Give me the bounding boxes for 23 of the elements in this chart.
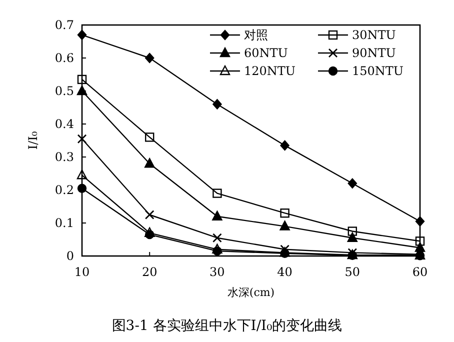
legend-label: 对照 (244, 28, 268, 42)
legend-label: 150NTU (352, 64, 404, 78)
x-tick-label: 10 (74, 265, 90, 279)
x-tick-label: 60 (412, 265, 428, 279)
legend-label: 120NTU (244, 64, 296, 78)
x-tick-label: 50 (344, 265, 360, 279)
text: 图3-1 各实验组中水下I/I₀的变化曲线 (112, 318, 342, 334)
legend-label: 30NTU (352, 28, 396, 42)
y-axis-title: I/I₀ (26, 131, 40, 150)
y-tick-label: 0.5 (54, 84, 74, 98)
y-tick-label: 0.7 (54, 18, 74, 32)
legend-label: 90NTU (352, 46, 396, 60)
y-tick-label: 0.4 (54, 117, 74, 132)
x-tick-label: 20 (142, 265, 158, 279)
x-axis-title: 水深(cm) (227, 286, 275, 299)
y-tick-label: 0 (66, 249, 74, 264)
y-tick-label: 0.2 (54, 183, 74, 198)
y-tick-label: 0.6 (54, 51, 74, 66)
y-tick-label: 0.3 (54, 150, 74, 164)
y-tick-label: 0.1 (54, 216, 74, 230)
x-tick-label: 40 (277, 265, 292, 279)
x-tick-label: 30 (210, 265, 225, 279)
legend-label: 60NTU (244, 46, 288, 60)
